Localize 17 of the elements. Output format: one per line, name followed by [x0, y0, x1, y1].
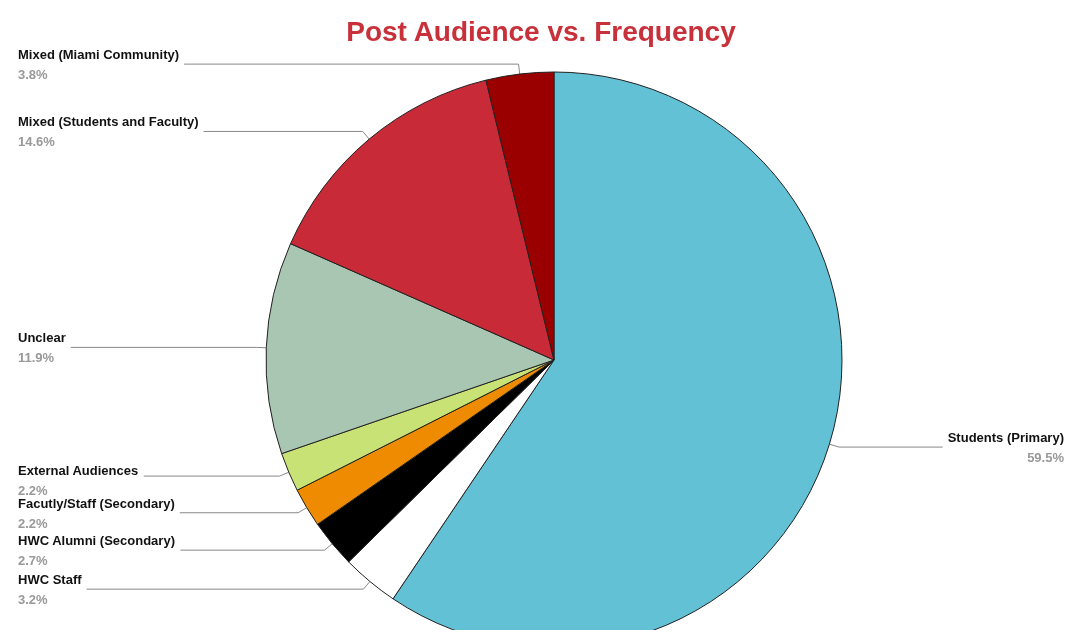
data-label: 2.7%: [18, 552, 49, 568]
data-label: 11.9%: [18, 349, 55, 365]
data-label: 59.5%: [1027, 449, 1065, 465]
slice-label: Unclear: [18, 329, 66, 345]
data-label: 3.2%: [18, 591, 49, 607]
data-label: 2.2%: [18, 482, 49, 498]
data-label: 14.6%: [18, 133, 56, 149]
slice-label: HWC Staff: [18, 571, 83, 587]
data-label: 2.2%: [18, 515, 49, 531]
slice-label: Facutly/Staff (Secondary): [18, 495, 175, 511]
chart-title: Post Audience vs. Frequency: [346, 15, 737, 47]
slice-label: Mixed (Miami Community): [18, 46, 180, 62]
slice-label: External Audiences: [18, 462, 139, 478]
slice-label: Mixed (Students and Faculty): [18, 113, 199, 129]
data-label: 3.8%: [18, 66, 49, 82]
slice-label: HWC Alumni (Secondary): [18, 532, 175, 548]
slice-label: Students (Primary): [947, 429, 1064, 445]
